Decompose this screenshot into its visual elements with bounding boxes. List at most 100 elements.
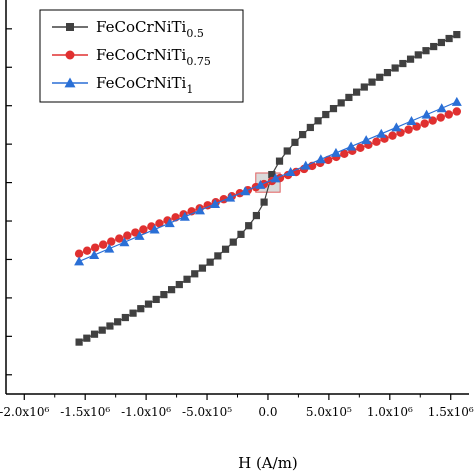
data-point xyxy=(324,155,333,165)
data-point xyxy=(299,130,307,139)
data-point xyxy=(229,238,237,246)
data-point xyxy=(160,291,168,299)
x-tick-label: -1.5x10⁶ xyxy=(60,405,110,419)
data-point xyxy=(164,218,175,228)
data-point xyxy=(283,147,291,155)
data-point xyxy=(361,135,372,145)
data-point xyxy=(83,334,91,342)
data-point xyxy=(225,192,236,202)
data-point xyxy=(356,143,365,152)
data-point xyxy=(123,231,132,240)
data-point xyxy=(214,252,222,260)
data-point xyxy=(291,138,299,146)
data-point xyxy=(175,280,183,289)
x-tick-label: 5.0x10⁵ xyxy=(306,405,352,419)
legend-label: FeCoCrNiTi1 xyxy=(96,74,193,96)
data-point xyxy=(388,131,397,140)
legend-entry-2: FeCoCrNiTi0.75 xyxy=(52,46,211,68)
data-point xyxy=(445,34,453,43)
series-line xyxy=(78,101,458,262)
data-point xyxy=(240,186,251,196)
legend-marker xyxy=(65,50,75,60)
legend-marker xyxy=(64,77,76,88)
data-point xyxy=(391,64,399,72)
data-point xyxy=(194,205,205,215)
data-point xyxy=(206,258,214,266)
data-point xyxy=(315,154,326,164)
data-point xyxy=(119,237,130,247)
data-point xyxy=(260,198,268,206)
data-point xyxy=(255,179,266,189)
data-point xyxy=(406,116,417,126)
data-point xyxy=(430,42,438,51)
data-point xyxy=(129,309,137,317)
data-point xyxy=(137,305,145,313)
data-point xyxy=(275,157,284,165)
data-point xyxy=(74,256,85,266)
data-point xyxy=(372,137,381,146)
legend-marker xyxy=(66,23,74,31)
data-point xyxy=(360,83,368,91)
data-point xyxy=(337,99,345,107)
legend-entry-1: FeCoCrNiTi0.5 xyxy=(52,18,204,40)
x-tick-label: 0.0 xyxy=(258,405,277,419)
data-point xyxy=(399,59,407,68)
data-point xyxy=(322,110,330,119)
data-point xyxy=(436,103,447,113)
data-point xyxy=(152,295,160,304)
data-point xyxy=(300,160,311,170)
x-tick-label: 1.5x10⁶ xyxy=(428,405,474,419)
data-point xyxy=(134,230,145,240)
x-tick-label: -2.0x10⁶ xyxy=(0,405,49,419)
data-point xyxy=(353,88,361,96)
data-point xyxy=(121,313,129,322)
data-point xyxy=(270,173,281,183)
data-point xyxy=(210,198,221,208)
data-point xyxy=(420,119,429,128)
data-point xyxy=(115,234,124,243)
tick-labels: -2.0x10⁶ -1.5x10⁶ -1.0x10⁶ -5.0x10⁵ 0.0 5.0x1… xyxy=(0,405,474,419)
data-point xyxy=(114,318,122,326)
data-point xyxy=(144,300,153,308)
data-point xyxy=(452,107,462,116)
data-point xyxy=(451,96,462,106)
data-point xyxy=(268,170,276,179)
x-tick-label: 1.0x10⁶ xyxy=(367,405,413,419)
data-point xyxy=(237,230,245,238)
data-point xyxy=(453,30,461,39)
data-point xyxy=(346,141,357,151)
data-point xyxy=(149,224,160,234)
data-point xyxy=(168,286,176,294)
axes xyxy=(5,0,469,400)
data-point xyxy=(74,249,84,258)
data-point xyxy=(414,51,422,59)
series-2 xyxy=(74,107,462,258)
data-point xyxy=(179,211,190,221)
data-point xyxy=(285,167,296,177)
data-point xyxy=(98,326,106,334)
data-point xyxy=(82,246,92,255)
data-point xyxy=(329,104,338,113)
data-point xyxy=(107,237,116,246)
x-axis-label: H (A/m) xyxy=(238,454,298,472)
data-point xyxy=(252,211,260,220)
legend-entry-3: FeCoCrNiTi1 xyxy=(52,74,193,96)
legend-label: FeCoCrNiTi0.75 xyxy=(96,46,211,68)
data-point xyxy=(183,275,191,283)
data-point xyxy=(340,149,349,159)
legend: FeCoCrNiTi0.5 FeCoCrNiTi0.75 FeCoCrNiTi1 xyxy=(39,9,244,103)
data-point xyxy=(155,219,164,228)
data-point xyxy=(104,243,115,253)
data-point xyxy=(406,55,415,63)
data-point xyxy=(99,240,108,249)
data-point xyxy=(436,113,445,122)
series-1 xyxy=(75,30,461,346)
data-point xyxy=(90,243,100,252)
data-point xyxy=(314,117,322,125)
data-point xyxy=(383,68,392,77)
data-point xyxy=(368,78,376,86)
data-point xyxy=(437,38,445,47)
data-point xyxy=(306,123,314,132)
data-point xyxy=(345,93,353,102)
